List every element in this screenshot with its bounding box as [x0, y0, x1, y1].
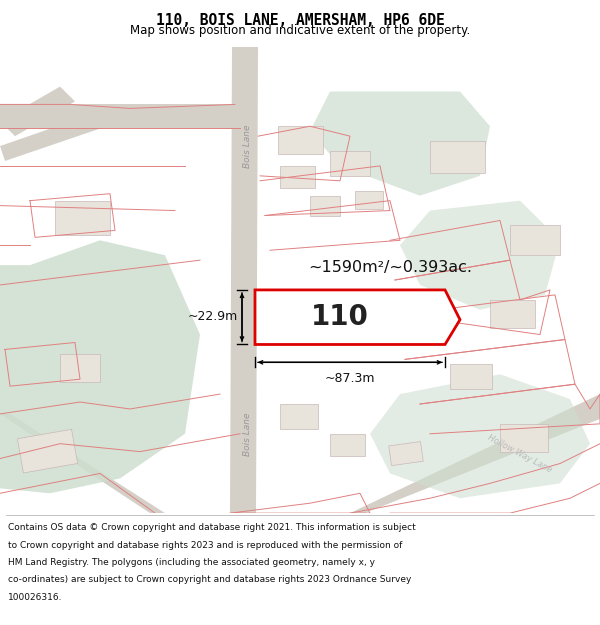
Text: ~22.9m: ~22.9m: [188, 310, 238, 323]
Text: ~1590m²/~0.393ac.: ~1590m²/~0.393ac.: [308, 260, 472, 275]
Text: to Crown copyright and database rights 2023 and is reproduced with the permissio: to Crown copyright and database rights 2…: [8, 541, 402, 549]
FancyBboxPatch shape: [280, 404, 318, 429]
FancyBboxPatch shape: [310, 196, 340, 216]
Text: co-ordinates) are subject to Crown copyright and database rights 2023 Ordnance S: co-ordinates) are subject to Crown copyr…: [8, 575, 411, 584]
Polygon shape: [0, 86, 75, 136]
Text: Map shows position and indicative extent of the property.: Map shows position and indicative extent…: [130, 24, 470, 36]
Text: Hollow Way Lane: Hollow Way Lane: [487, 433, 554, 474]
Polygon shape: [0, 414, 165, 513]
Polygon shape: [0, 104, 240, 128]
Text: ~87.3m: ~87.3m: [325, 372, 375, 385]
Polygon shape: [255, 290, 460, 344]
Text: 110, BOIS LANE, AMERSHAM, HP6 6DE: 110, BOIS LANE, AMERSHAM, HP6 6DE: [155, 13, 445, 28]
FancyBboxPatch shape: [500, 424, 548, 452]
FancyBboxPatch shape: [17, 429, 77, 473]
FancyBboxPatch shape: [330, 151, 370, 176]
Text: HM Land Registry. The polygons (including the associated geometry, namely x, y: HM Land Registry. The polygons (includin…: [8, 558, 375, 567]
FancyBboxPatch shape: [278, 126, 323, 154]
Polygon shape: [0, 104, 130, 161]
FancyBboxPatch shape: [280, 166, 315, 188]
Text: Contains OS data © Crown copyright and database right 2021. This information is : Contains OS data © Crown copyright and d…: [8, 523, 416, 532]
FancyBboxPatch shape: [55, 201, 110, 236]
FancyBboxPatch shape: [330, 434, 365, 456]
Polygon shape: [230, 47, 258, 513]
Polygon shape: [400, 201, 560, 310]
Polygon shape: [310, 91, 490, 196]
Polygon shape: [0, 241, 200, 493]
Text: Bois Lane: Bois Lane: [244, 124, 253, 168]
FancyBboxPatch shape: [510, 226, 560, 255]
FancyBboxPatch shape: [389, 442, 423, 466]
FancyBboxPatch shape: [450, 364, 492, 389]
Text: 100026316.: 100026316.: [8, 592, 62, 601]
Text: 110: 110: [311, 302, 369, 331]
Polygon shape: [370, 374, 590, 498]
FancyBboxPatch shape: [490, 300, 535, 328]
FancyBboxPatch shape: [60, 354, 100, 382]
Polygon shape: [350, 394, 600, 513]
FancyBboxPatch shape: [355, 191, 383, 209]
Text: Bois Lane: Bois Lane: [244, 412, 253, 456]
FancyBboxPatch shape: [430, 141, 485, 173]
